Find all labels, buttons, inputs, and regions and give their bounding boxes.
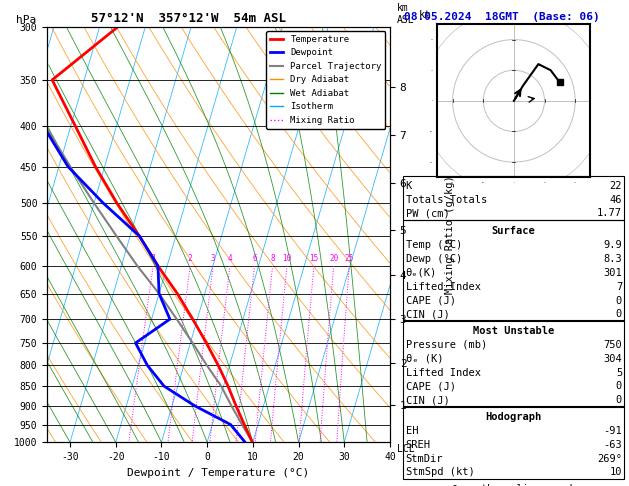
Text: 6: 6	[252, 254, 257, 262]
Text: Lifted Index: Lifted Index	[406, 367, 481, 378]
Text: 8.3: 8.3	[603, 254, 622, 264]
Text: 10: 10	[610, 468, 622, 477]
Text: 3: 3	[211, 254, 215, 262]
Text: 57°12'N  357°12'W  54m ASL: 57°12'N 357°12'W 54m ASL	[91, 12, 286, 25]
Text: K: K	[406, 181, 412, 191]
Text: PW (cm): PW (cm)	[406, 208, 450, 218]
Text: 1: 1	[151, 254, 155, 262]
Text: CIN (J): CIN (J)	[406, 310, 450, 319]
Bar	[403, 176, 624, 220]
Text: SREH: SREH	[406, 440, 431, 450]
Text: StmDir: StmDir	[406, 453, 443, 464]
Text: 5: 5	[616, 367, 622, 378]
Text: 22: 22	[610, 181, 622, 191]
Text: hPa: hPa	[16, 15, 36, 25]
Text: 0: 0	[616, 295, 622, 306]
Text: -63: -63	[603, 440, 622, 450]
Text: EH: EH	[406, 426, 418, 436]
Bar	[403, 320, 624, 407]
Legend: Temperature, Dewpoint, Parcel Trajectory, Dry Adiabat, Wet Adiabat, Isotherm, Mi: Temperature, Dewpoint, Parcel Trajectory…	[266, 31, 386, 129]
Text: 0: 0	[616, 310, 622, 319]
Text: 2: 2	[188, 254, 192, 262]
Text: Hodograph: Hodograph	[485, 412, 542, 422]
Text: 750: 750	[603, 340, 622, 350]
Text: 20: 20	[329, 254, 338, 262]
Text: θₑ(K): θₑ(K)	[406, 268, 437, 278]
Text: 1.77: 1.77	[597, 208, 622, 218]
Text: 0: 0	[616, 382, 622, 392]
Y-axis label: Mixing Ratio (g/kg): Mixing Ratio (g/kg)	[445, 175, 455, 294]
Text: 4: 4	[228, 254, 232, 262]
Text: Temp (°C): Temp (°C)	[406, 240, 462, 250]
Text: 9.9: 9.9	[603, 240, 622, 250]
Text: 46: 46	[610, 194, 622, 205]
Text: 269°: 269°	[597, 453, 622, 464]
Text: LCL: LCL	[397, 444, 415, 454]
Text: © weatheronline.co.uk: © weatheronline.co.uk	[452, 484, 575, 486]
Text: CAPE (J): CAPE (J)	[406, 295, 455, 306]
Text: StmSpd (kt): StmSpd (kt)	[406, 468, 474, 477]
Text: Most Unstable: Most Unstable	[472, 326, 554, 336]
Text: 08.05.2024  18GMT  (Base: 06): 08.05.2024 18GMT (Base: 06)	[404, 12, 600, 22]
Text: 8: 8	[270, 254, 275, 262]
Text: CAPE (J): CAPE (J)	[406, 382, 455, 392]
Text: km
ASL: km ASL	[397, 3, 415, 25]
Text: 7: 7	[616, 282, 622, 292]
Text: -91: -91	[603, 426, 622, 436]
Text: θₑ (K): θₑ (K)	[406, 354, 443, 364]
Text: 304: 304	[603, 354, 622, 364]
Text: Lifted Index: Lifted Index	[406, 282, 481, 292]
Bar	[403, 406, 624, 479]
Text: Surface: Surface	[491, 226, 535, 236]
Text: 301: 301	[603, 268, 622, 278]
Text: 10: 10	[282, 254, 292, 262]
Bar	[403, 220, 624, 321]
Text: kt: kt	[419, 10, 431, 20]
Text: CIN (J): CIN (J)	[406, 395, 450, 405]
Text: 0: 0	[616, 395, 622, 405]
Text: Totals Totals: Totals Totals	[406, 194, 487, 205]
Text: Pressure (mb): Pressure (mb)	[406, 340, 487, 350]
Text: 25: 25	[345, 254, 354, 262]
Text: Dewp (°C): Dewp (°C)	[406, 254, 462, 264]
X-axis label: Dewpoint / Temperature (°C): Dewpoint / Temperature (°C)	[128, 468, 309, 478]
Text: 15: 15	[309, 254, 318, 262]
